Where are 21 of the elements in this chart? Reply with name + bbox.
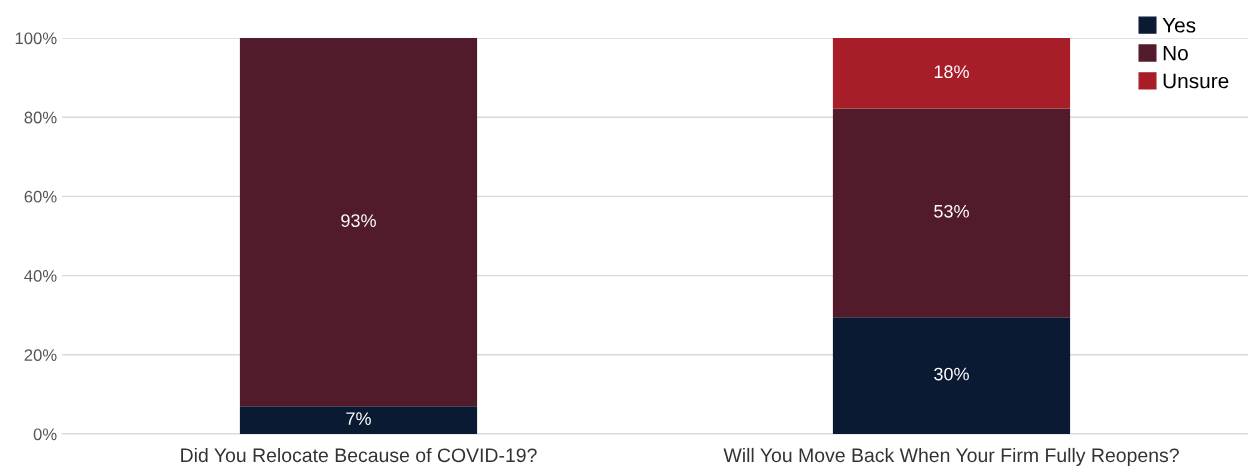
data-label: 30% [934, 367, 969, 381]
data-label: 7% [346, 412, 371, 425]
bar [832, 108, 1071, 318]
y-tick-label: 20% [24, 349, 57, 361]
y-tick-label: 100% [15, 32, 57, 45]
x-tick-label: Did You Relocate Because of COVID-19? [181, 447, 537, 463]
bar [239, 406, 478, 434]
legend-label: No [1163, 45, 1188, 61]
x-tick-label: Will You Move Back When Your Firm Fully Reopens? [723, 447, 1179, 467]
legend-label: Unsure [1163, 73, 1229, 89]
y-tick-label: 0% [33, 428, 57, 441]
bar [832, 38, 1071, 109]
y-tick-label: 40% [24, 270, 57, 282]
data-label: 53% [934, 204, 969, 218]
legend-label: Yes [1162, 18, 1196, 33]
bar [239, 38, 478, 407]
bar [832, 317, 1071, 434]
data-label: 18% [934, 65, 969, 79]
data-label: 93% [341, 214, 376, 227]
y-tick-label: 60% [24, 190, 57, 203]
y-tick-label: 80% [24, 111, 57, 124]
